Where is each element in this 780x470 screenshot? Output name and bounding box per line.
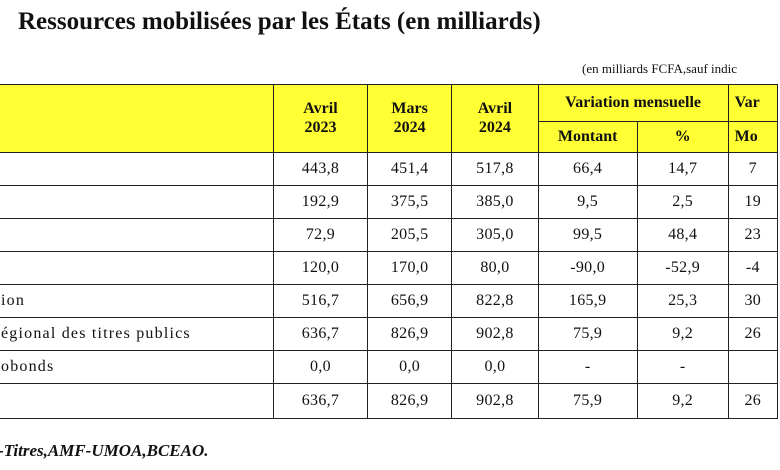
cell-avril-2023: 636,7 [273, 317, 368, 351]
source-note: -Titres,AMF-UMOA,BCEAO. [0, 441, 209, 460]
cell-montant-annual: 23 [727, 218, 779, 252]
row-label [0, 251, 274, 285]
row-label: obonds [0, 350, 274, 384]
cell-avril-2023: 192,9 [273, 185, 368, 219]
cell-pct: 48,4 [636, 218, 729, 252]
cell-avril-2024: 517,8 [451, 152, 539, 186]
table-row: égional des titres publics 636,7 826,9 9… [0, 317, 779, 351]
row-label [0, 152, 274, 186]
cell-avril-2024: 80,0 [451, 251, 539, 285]
cell-pct: 2,5 [636, 185, 729, 219]
cell-avril-2023: 0,0 [273, 350, 368, 384]
cell-pct: -52,9 [636, 251, 729, 285]
header-variation-other: Var [727, 84, 779, 122]
cell-mars-2024: 375,5 [366, 185, 453, 219]
row-label [0, 218, 274, 252]
label-header [0, 84, 274, 153]
header-avril-2023: Avril 2023 [273, 84, 368, 153]
row-label [0, 185, 274, 219]
cell-avril-2023: 120,0 [273, 251, 368, 285]
cell-mars-2024: 826,9 [366, 383, 453, 419]
cell-avril-2024: 305,0 [451, 218, 539, 252]
cell-montant: 75,9 [537, 317, 638, 351]
cell-mars-2024: 656,9 [366, 284, 453, 318]
table-row: 72,9 205,5 305,0 99,5 48,4 23 [0, 218, 779, 252]
cell-pct: 9,2 [636, 383, 729, 419]
cell-avril-2023: 516,7 [273, 284, 368, 318]
table-row: obonds 0,0 0,0 0,0 - - [0, 350, 779, 384]
table-row: 443,8 451,4 517,8 66,4 14,7 7 [0, 152, 779, 186]
cell-avril-2023: 443,8 [273, 152, 368, 186]
cell-avril-2024: 822,8 [451, 284, 539, 318]
table-row-total: 636,7 826,9 902,8 75,9 9,2 26 [0, 383, 779, 419]
table-row: ion 516,7 656,9 822,8 165,9 25,3 30 [0, 284, 779, 318]
cell-montant-annual: 7 [727, 152, 779, 186]
row-label: égional des titres publics [0, 317, 274, 351]
cell-montant-annual: 26 [727, 317, 779, 351]
cell-montant: 165,9 [537, 284, 638, 318]
header-mars-2024: Mars 2024 [366, 84, 453, 153]
cell-montant: 75,9 [537, 383, 638, 419]
header-pct: % [636, 121, 729, 153]
cell-pct: 14,7 [636, 152, 729, 186]
cell-montant: - [537, 350, 638, 384]
cell-avril-2023: 636,7 [273, 383, 368, 419]
cell-montant: -90,0 [537, 251, 638, 285]
cell-montant-annual: 19 [727, 185, 779, 219]
header-montant: Montant [537, 121, 638, 153]
cell-montant-annual: -4 [727, 251, 779, 285]
cell-avril-2024: 902,8 [451, 317, 539, 351]
cell-avril-2023: 72,9 [273, 218, 368, 252]
cell-montant-annual: 26 [727, 383, 779, 419]
cell-mars-2024: 205,5 [366, 218, 453, 252]
resources-table: Avril 2023 Mars 2024 Avril 2024 Variation m… [0, 84, 779, 419]
cell-avril-2024: 902,8 [451, 383, 539, 419]
cell-pct: - [636, 350, 729, 384]
header-variation-mensuelle: Variation mensuelle [537, 84, 729, 122]
cell-mars-2024: 826,9 [366, 317, 453, 351]
page-title: Ressources mobilisées par les États (en … [18, 8, 541, 35]
cell-pct: 25,3 [636, 284, 729, 318]
cell-avril-2024: 385,0 [451, 185, 539, 219]
header-montant-annual: Mo [727, 121, 779, 153]
row-label [0, 383, 274, 419]
cell-montant-annual [727, 350, 779, 384]
table-row: 120,0 170,0 80,0 -90,0 -52,9 -4 [0, 251, 779, 285]
cell-mars-2024: 170,0 [366, 251, 453, 285]
cell-mars-2024: 451,4 [366, 152, 453, 186]
cell-avril-2024: 0,0 [451, 350, 539, 384]
cell-montant-annual: 30 [727, 284, 779, 318]
cell-mars-2024: 0,0 [366, 350, 453, 384]
unit-note: (en milliards FCFA,sauf indic [582, 61, 738, 76]
cell-pct: 9,2 [636, 317, 729, 351]
table-row: 192,9 375,5 385,0 9,5 2,5 19 [0, 185, 779, 219]
cell-montant: 66,4 [537, 152, 638, 186]
row-label: ion [0, 284, 274, 318]
cell-montant: 9,5 [537, 185, 638, 219]
cell-montant: 99,5 [537, 218, 638, 252]
header-avril-2024: Avril 2024 [451, 84, 539, 153]
